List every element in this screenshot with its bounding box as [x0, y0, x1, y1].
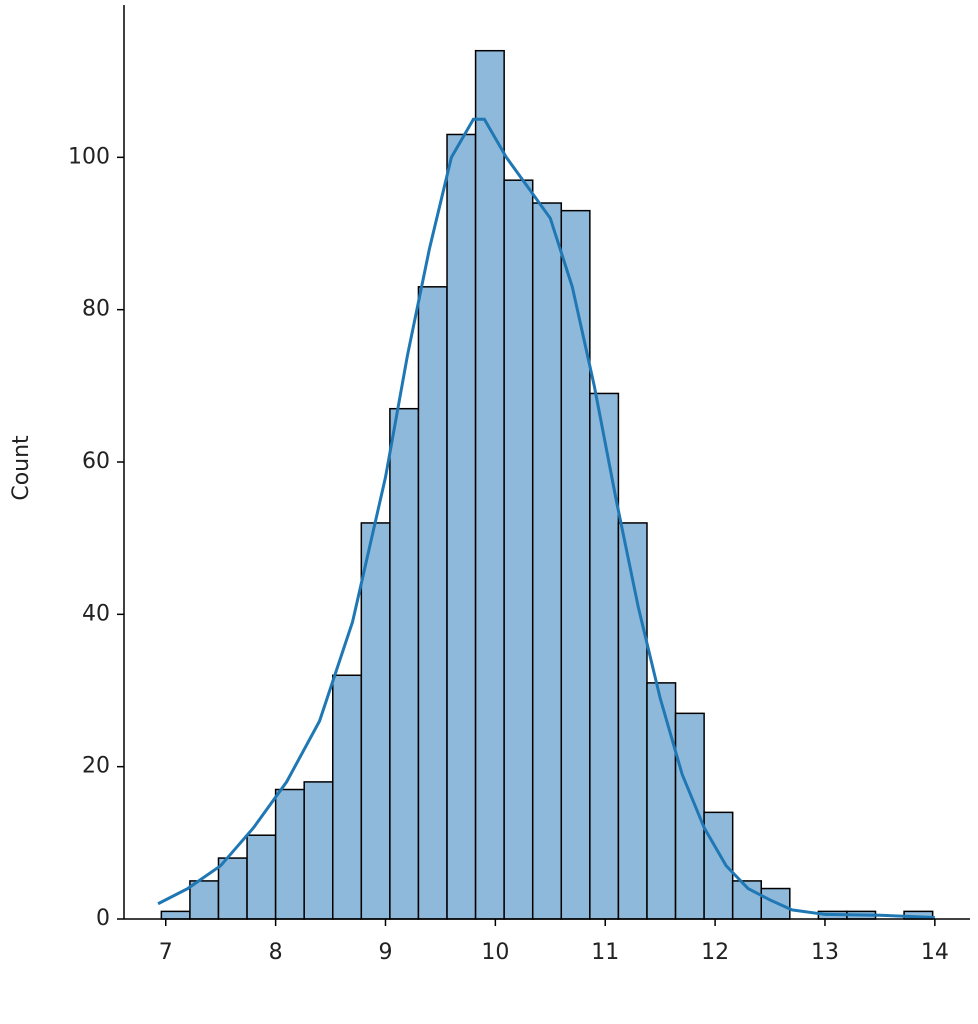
- y-axis-label: Count: [9, 435, 34, 501]
- bar: [332, 674, 363, 920]
- x-tick-label: 9: [378, 940, 392, 965]
- bar: [646, 682, 677, 920]
- y-tick-label: 80: [82, 297, 110, 322]
- y-tick-label: 60: [82, 449, 110, 474]
- bar: [560, 209, 591, 920]
- x-tick-label: 11: [591, 940, 619, 965]
- bar: [589, 392, 620, 920]
- bar: [246, 834, 277, 920]
- y-tick-label: 20: [82, 754, 110, 779]
- bar: [303, 781, 334, 920]
- bar: [360, 522, 391, 920]
- bar: [417, 286, 448, 920]
- bar: [389, 407, 420, 920]
- bar: [446, 133, 477, 920]
- y-tick-label: 100: [68, 144, 110, 169]
- bar: [531, 202, 563, 920]
- bar: [474, 49, 505, 920]
- y-tick-label: 0: [96, 906, 110, 931]
- x-tick-label: 14: [921, 940, 949, 965]
- kde-line: [157, 117, 935, 919]
- bar: [217, 857, 248, 920]
- x-tick-label: 10: [481, 940, 509, 965]
- bar: [617, 522, 648, 920]
- bar: [503, 179, 534, 920]
- x-tick-label: 13: [811, 940, 839, 965]
- bar: [189, 880, 220, 920]
- x-tick-label: 7: [159, 940, 173, 965]
- bar: [274, 788, 305, 920]
- y-tick-label: 40: [82, 601, 110, 626]
- x-tick-label: 12: [701, 940, 729, 965]
- x-tick-label: 8: [269, 940, 283, 965]
- bar: [160, 910, 191, 920]
- bar: [703, 811, 734, 920]
